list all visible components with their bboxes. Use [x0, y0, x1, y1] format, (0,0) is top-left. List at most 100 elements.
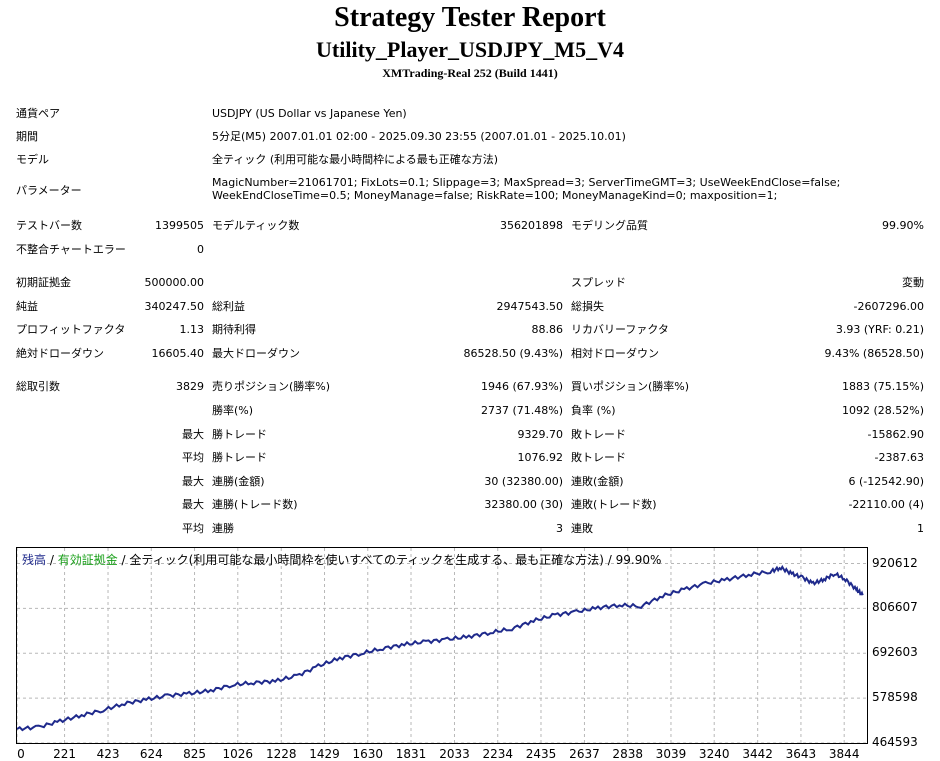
winrate-label: 勝率(%): [212, 404, 254, 417]
x-tick-label: 3643: [785, 747, 817, 761]
x-tick-label: 825: [183, 747, 206, 761]
server-info: XMTrading-Real 252 (Build 1441): [382, 66, 558, 80]
pf-label: プロフィットファクタ: [16, 323, 126, 336]
consec-win-trd-value: 32380.00 (30): [484, 498, 563, 511]
params-line-1: MagicNumber=21061701; FixLots=0.1; Slipp…: [212, 176, 841, 189]
long-label: 買いポジション(勝率%): [571, 380, 690, 393]
largest-prefix: 最大: [182, 428, 204, 441]
max-consec-trd-prefix: 最大: [182, 498, 204, 511]
recovery-label: リカバリーファクタ: [571, 323, 669, 336]
model-value: 全ティック (利用可能な最小時間枠による最も正確な方法): [212, 153, 499, 166]
avg-win-label: 勝トレード: [212, 451, 267, 464]
avg-consec-loss-label: 連敗: [571, 522, 593, 535]
x-tick-label: 2033: [439, 747, 470, 761]
x-tick-label: 0: [17, 747, 25, 761]
consec-win-amt-label: 連勝(金額): [212, 475, 265, 488]
deposit-label: 初期証拠金: [16, 276, 71, 289]
bars-label: テストバー数: [16, 219, 82, 232]
ticks-value: 356201898: [500, 219, 563, 232]
x-tick-label: 2234: [482, 747, 513, 761]
x-tick-label: 1429: [309, 747, 340, 761]
gross-loss-value: -2607296.00: [853, 300, 924, 313]
avg-consec-prefix: 平均: [182, 522, 204, 535]
rel-dd-label: 相対ドローダウン: [571, 347, 659, 360]
caption-rest: / 全ティック(利用可能な最小時間枠を使いすべてのティックを生成する、最も正確な…: [117, 553, 662, 567]
lossrate-value: 1092 (28.52%): [841, 404, 924, 417]
consec-win-trd-label: 連勝(トレード数): [212, 498, 298, 511]
pf-value: 1.13: [179, 323, 205, 336]
x-tick-label: 3442: [742, 747, 773, 761]
consec-loss-trd-value: -22110.00 (4): [848, 498, 924, 511]
caption-balance: 残高: [22, 553, 47, 567]
spread-value: 変動: [902, 276, 924, 289]
balance-chart-svg: [16, 548, 867, 744]
payoff-label: 期待利得: [212, 323, 256, 336]
report-title: Strategy Tester Report: [334, 2, 606, 33]
lossrate-label: 負率 (%): [571, 404, 616, 417]
balance-series-line: [16, 564, 864, 732]
y-tick-label: 464593: [872, 735, 918, 749]
pair-value: USDJPY (US Dollar vs Japanese Yen): [212, 107, 407, 120]
deposit-value: 500000.00: [144, 276, 205, 289]
avg-loss-value: -2387.63: [874, 451, 924, 464]
strategy-name: Utility_Player_USDJPY_M5_V4: [316, 37, 624, 62]
pair-label: 通貨ペア: [16, 107, 60, 120]
max-dd-label: 最大ドローダウン: [212, 347, 300, 360]
model-label: モデル: [16, 153, 49, 166]
short-value: 1946 (67.93%): [480, 380, 563, 393]
mismatch-label: 不整合チャートエラー: [16, 243, 126, 256]
balance-chart: [16, 547, 868, 744]
largest-win-label: 勝トレード: [212, 428, 267, 441]
avg-loss-label: 敗トレード: [571, 451, 626, 464]
rel-dd-value: 9.43% (86528.50): [824, 347, 924, 360]
x-tick-label: 2637: [569, 747, 600, 761]
y-tick-label: 692603: [872, 645, 918, 660]
trades-value: 3829: [176, 380, 204, 393]
net-label: 純益: [16, 300, 38, 313]
trades-label: 総取引数: [16, 380, 60, 393]
x-tick-label: 3240: [698, 747, 730, 761]
x-tick-label: 3844: [828, 747, 860, 761]
x-tick-label: 221: [53, 747, 76, 761]
largest-win-value: 9329.70: [517, 428, 564, 441]
abs-dd-value: 16605.40: [151, 347, 205, 360]
x-tick-label: 1630: [352, 747, 384, 761]
gross-profit-label: 総利益: [212, 300, 245, 313]
x-tick-label: 624: [139, 747, 163, 761]
caption-sep: /: [46, 553, 58, 567]
winrate-value: 2737 (71.48%): [480, 404, 563, 417]
long-value: 1883 (75.15%): [841, 380, 924, 393]
x-tick-label: 2838: [612, 747, 643, 761]
quality-value: 99.90%: [882, 219, 924, 232]
y-tick-label: 806607: [872, 600, 918, 615]
average-prefix: 平均: [182, 451, 204, 464]
gross-loss-label: 総損失: [571, 300, 604, 313]
net-value: 340247.50: [144, 300, 205, 313]
period-value: 5分足(M5) 2007.01.01 02:00 - 2025.09.30 23…: [212, 130, 626, 143]
x-tick-label: 2435: [525, 747, 557, 761]
params-line-2: WeekEndCloseTime=0.5; MoneyManage=false;…: [212, 189, 778, 202]
y-tick-label: 578598: [872, 690, 918, 705]
avg-consec-win-value: 3: [556, 522, 563, 535]
x-tick-label: 3039: [655, 747, 687, 761]
abs-dd-label: 絶対ドローダウン: [16, 347, 104, 360]
spread-label: スプレッド: [571, 276, 626, 289]
x-tick-label: 423: [96, 747, 120, 761]
chart-caption: 残高 / 有効証拠金 / 全ティック(利用可能な最小時間枠を使いすべてのティック…: [22, 551, 661, 568]
max-dd-value: 86528.50 (9.43%): [463, 347, 563, 360]
x-tick-label: 1831: [395, 747, 427, 761]
recovery-value: 3.93 (YRF: 0.21): [835, 323, 924, 336]
payoff-value: 88.86: [531, 323, 564, 336]
consec-loss-amt-label: 連敗(金額): [571, 475, 624, 488]
consec-loss-trd-label: 連敗(トレード数): [571, 498, 657, 511]
params-label: パラメーター: [16, 184, 82, 197]
caption-equity: 有効証拠金: [57, 553, 118, 567]
ticks-label: モデルティック数: [212, 219, 300, 232]
bars-value: 1399505: [155, 219, 204, 232]
short-label: 売りポジション(勝率%): [212, 380, 331, 393]
x-tick-label: 1026: [222, 747, 254, 761]
consec-win-amt-value: 30 (32380.00): [484, 475, 563, 488]
period-label: 期間: [16, 130, 38, 143]
largest-loss-label: 敗トレード: [571, 428, 626, 441]
avg-consec-win-label: 連勝: [212, 522, 234, 535]
